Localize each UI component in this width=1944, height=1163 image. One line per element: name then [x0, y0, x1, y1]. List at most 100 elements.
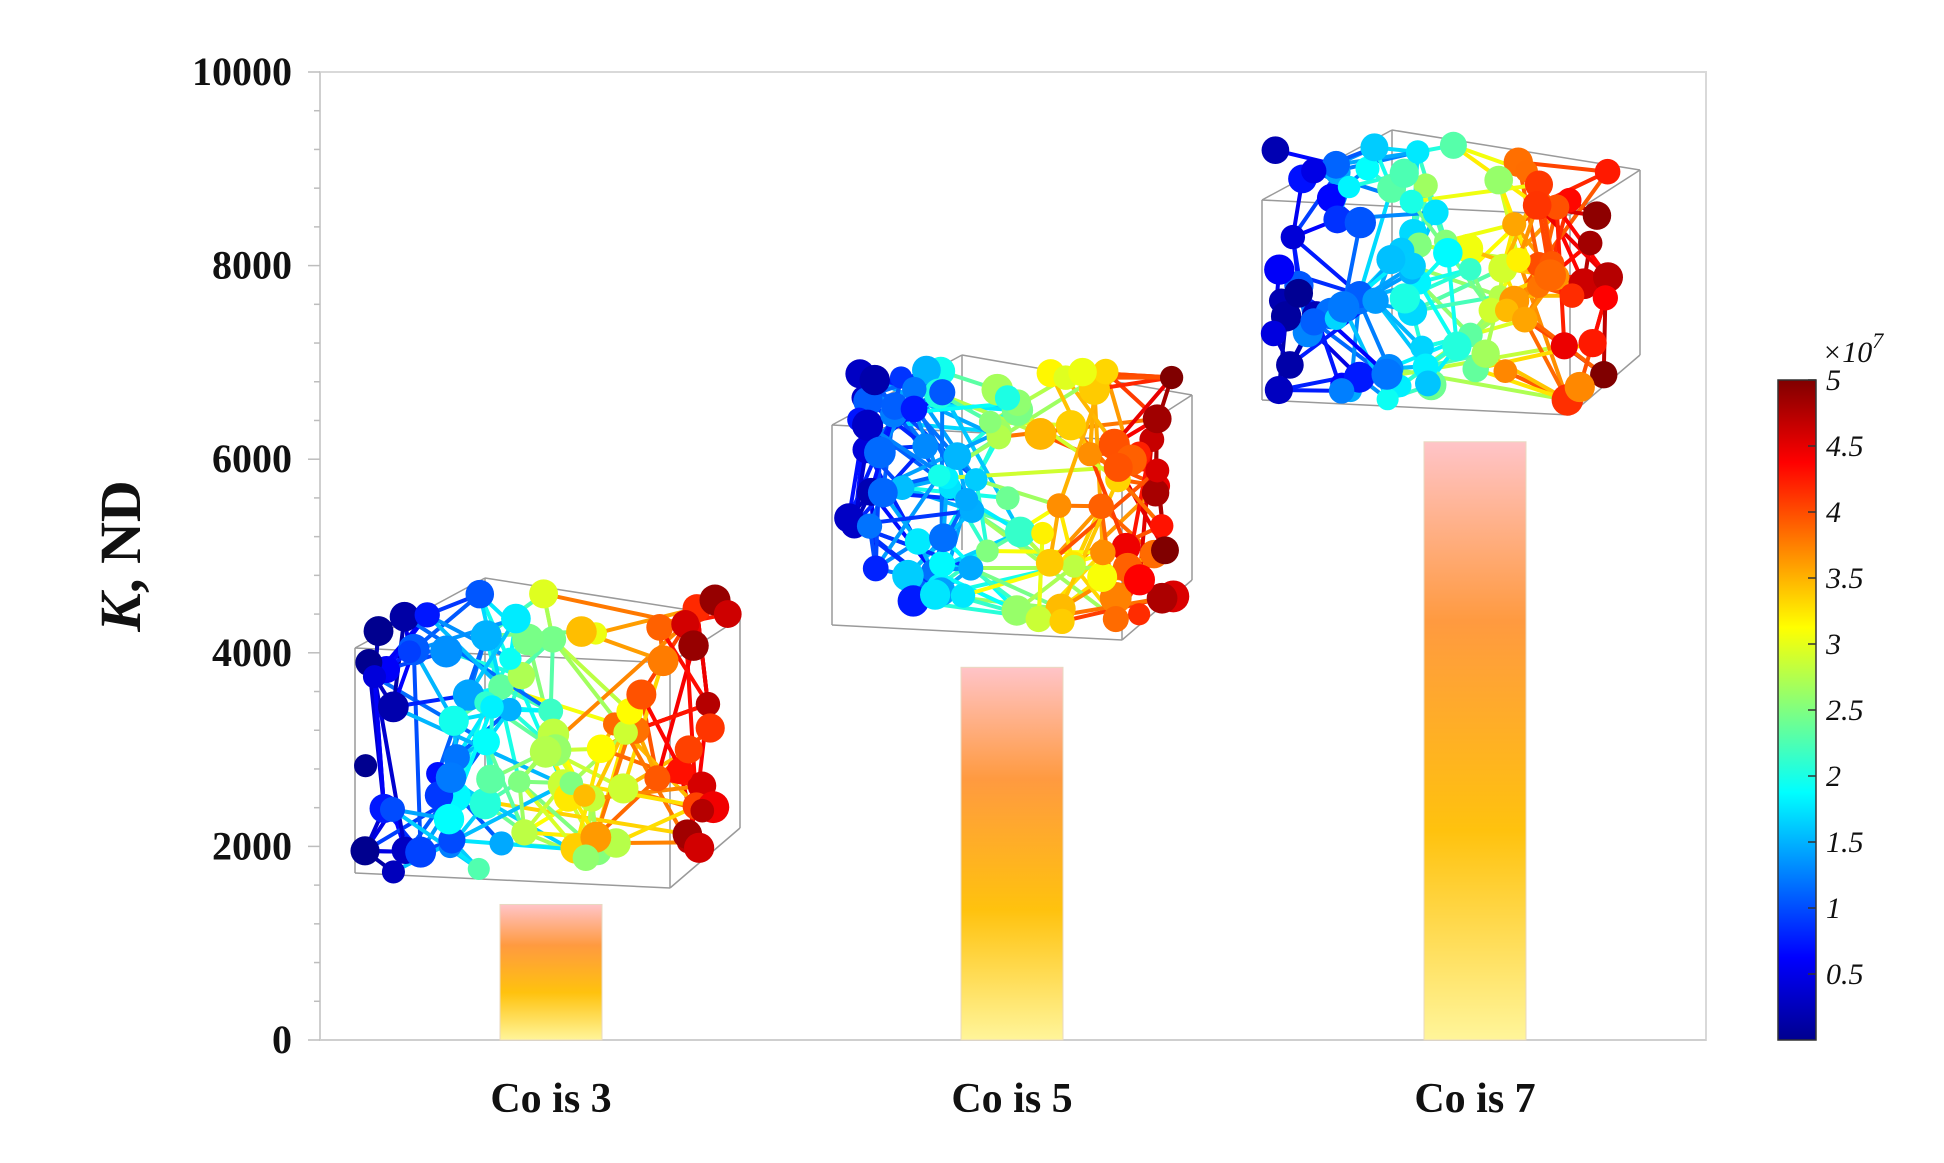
bars	[499, 441, 1527, 1041]
bar	[960, 666, 1064, 1041]
network-node	[389, 601, 420, 632]
network-node	[856, 513, 883, 539]
network-edge	[657, 625, 710, 707]
network-node	[573, 784, 596, 807]
network-node	[862, 555, 889, 582]
network-node	[379, 796, 406, 822]
network-node	[1327, 291, 1360, 323]
network-node	[927, 464, 951, 487]
colorbar-tick-label: 2.5	[1826, 694, 1864, 727]
network-node	[467, 857, 490, 880]
network-edge	[1410, 294, 1502, 314]
network-node	[1088, 493, 1114, 520]
network-node	[1413, 173, 1438, 198]
network-node	[1328, 378, 1355, 404]
network-node	[1055, 410, 1087, 441]
network-node	[1590, 361, 1618, 389]
network-node	[1458, 258, 1482, 281]
network-node	[1360, 133, 1389, 162]
network-node	[1371, 358, 1403, 390]
network-node	[1389, 158, 1419, 188]
network-node	[864, 436, 896, 469]
y-tick-label: 4000	[212, 630, 292, 675]
network-edge	[1445, 250, 1459, 349]
network-node	[1471, 339, 1500, 368]
colorbar-tick-label: 4	[1826, 496, 1841, 529]
network-node	[1123, 564, 1156, 596]
network-node	[867, 477, 898, 508]
network-node	[1422, 199, 1449, 226]
y-tick-label: 8000	[212, 243, 292, 288]
network-edge	[1409, 182, 1541, 204]
network-node	[489, 831, 514, 856]
bar	[1423, 441, 1527, 1041]
network-edge	[1410, 266, 1505, 314]
network-node	[1376, 388, 1399, 411]
network-node	[943, 442, 972, 471]
network-node	[499, 647, 522, 670]
colorbar-exponent-power: 7	[1872, 328, 1884, 353]
network-node	[539, 626, 567, 653]
network-edge	[372, 674, 489, 744]
network-node	[912, 355, 941, 385]
network-node	[1142, 404, 1172, 434]
network-node	[1493, 359, 1518, 384]
colorbar-exponent: ×107	[1822, 328, 1884, 369]
network-node	[613, 720, 638, 745]
y-tick-label: 2000	[212, 823, 292, 868]
colorbar-tick-label: 3	[1825, 628, 1841, 661]
network-node	[955, 488, 979, 512]
network-node	[1300, 308, 1328, 336]
y-axis-label-unit: , ND	[88, 480, 153, 593]
network-edge	[655, 643, 696, 781]
network-node	[1046, 493, 1072, 518]
network-node	[1024, 418, 1057, 450]
y-tick-label: 10000	[192, 49, 292, 94]
network-node	[1398, 252, 1426, 280]
network-node	[929, 523, 958, 553]
network-node	[1276, 351, 1304, 379]
colorbar-tick-label: 0.5	[1826, 958, 1864, 991]
colorbar-gradient	[1777, 379, 1817, 1041]
network-node	[904, 528, 932, 555]
network-node	[1031, 521, 1054, 545]
network-node	[1001, 595, 1033, 626]
network-node	[398, 640, 422, 664]
network-node	[666, 757, 694, 785]
network-node	[995, 486, 1020, 511]
network-node	[414, 602, 440, 628]
network-node	[690, 798, 715, 823]
network-node	[994, 385, 1021, 411]
network-node	[465, 579, 495, 609]
network-node	[572, 844, 600, 872]
network-node	[1025, 605, 1052, 633]
network-node	[1506, 247, 1531, 273]
network-node	[975, 539, 999, 563]
network-node	[529, 736, 562, 768]
network-node	[1280, 224, 1306, 250]
network-node	[950, 583, 976, 608]
colorbar-tick-label: 1	[1826, 892, 1841, 925]
network-node	[919, 579, 951, 610]
network-edge	[372, 674, 387, 811]
network-node	[1405, 140, 1430, 164]
network-node	[1592, 285, 1618, 311]
x-category-label: Co is 7	[1414, 1076, 1535, 1122]
network-node	[644, 765, 671, 792]
colorbar-tick-label: 3.5	[1825, 562, 1864, 595]
network-node	[929, 379, 956, 406]
network-node	[1264, 254, 1295, 285]
network-node	[1534, 259, 1567, 292]
network-node	[430, 635, 463, 668]
network-node	[1415, 370, 1441, 397]
network-node	[1035, 548, 1064, 577]
network-node	[859, 364, 890, 396]
y-axis-label-symbol: K	[88, 590, 153, 633]
network-node	[1261, 136, 1290, 165]
network-node	[586, 734, 616, 763]
network-cube	[1260, 129, 1641, 416]
y-tick-label: 0	[272, 1017, 292, 1062]
network-edge	[1036, 531, 1045, 622]
cube-edge	[354, 872, 671, 889]
network-node	[1145, 458, 1170, 483]
